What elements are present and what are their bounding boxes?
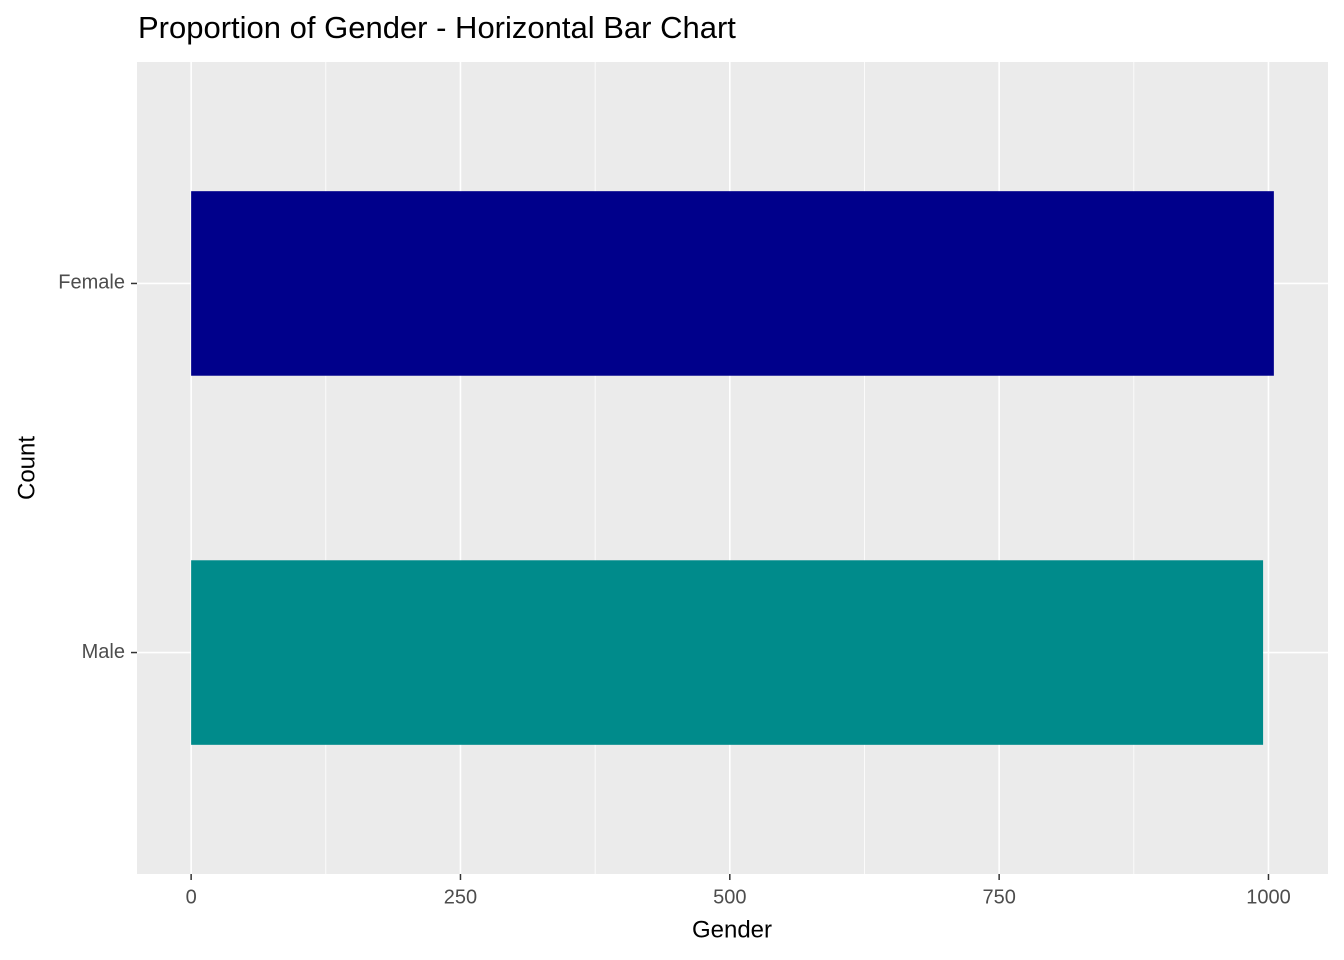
x-axis-label: Gender (692, 916, 772, 943)
x-tick-label: 750 (982, 886, 1015, 908)
x-tick-label: 500 (713, 886, 746, 908)
x-tick-label: 1000 (1246, 886, 1291, 908)
y-axis-label: Count (13, 436, 40, 500)
bar (191, 191, 1274, 376)
chart-title: Proportion of Gender - Horizontal Bar Ch… (138, 10, 736, 45)
y-tick-label: Male (82, 641, 125, 663)
panel (137, 62, 1328, 874)
y-tick-label: Female (58, 272, 125, 294)
bar (191, 560, 1264, 745)
x-tick-label: 0 (186, 886, 197, 908)
x-tick-label: 250 (444, 886, 477, 908)
